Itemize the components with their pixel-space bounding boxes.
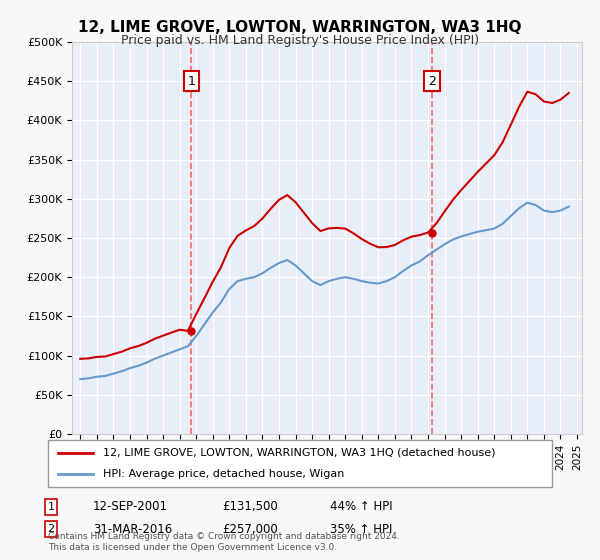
FancyBboxPatch shape <box>48 440 552 487</box>
Text: 2: 2 <box>428 74 436 88</box>
Text: 31-MAR-2016: 31-MAR-2016 <box>93 522 172 536</box>
Text: Price paid vs. HM Land Registry's House Price Index (HPI): Price paid vs. HM Land Registry's House … <box>121 34 479 46</box>
Text: 12-SEP-2001: 12-SEP-2001 <box>93 500 168 514</box>
Text: Contains HM Land Registry data © Crown copyright and database right 2024.
This d: Contains HM Land Registry data © Crown c… <box>48 532 400 552</box>
Text: 35% ↑ HPI: 35% ↑ HPI <box>330 522 392 536</box>
Text: £257,000: £257,000 <box>222 522 278 536</box>
Text: HPI: Average price, detached house, Wigan: HPI: Average price, detached house, Wiga… <box>103 469 345 479</box>
Text: 2: 2 <box>47 524 55 534</box>
Text: 12, LIME GROVE, LOWTON, WARRINGTON, WA3 1HQ: 12, LIME GROVE, LOWTON, WARRINGTON, WA3 … <box>78 20 522 35</box>
Text: 1: 1 <box>47 502 55 512</box>
Text: £131,500: £131,500 <box>222 500 278 514</box>
Text: 1: 1 <box>187 74 196 88</box>
Text: 44% ↑ HPI: 44% ↑ HPI <box>330 500 392 514</box>
Text: 12, LIME GROVE, LOWTON, WARRINGTON, WA3 1HQ (detached house): 12, LIME GROVE, LOWTON, WARRINGTON, WA3 … <box>103 448 496 458</box>
